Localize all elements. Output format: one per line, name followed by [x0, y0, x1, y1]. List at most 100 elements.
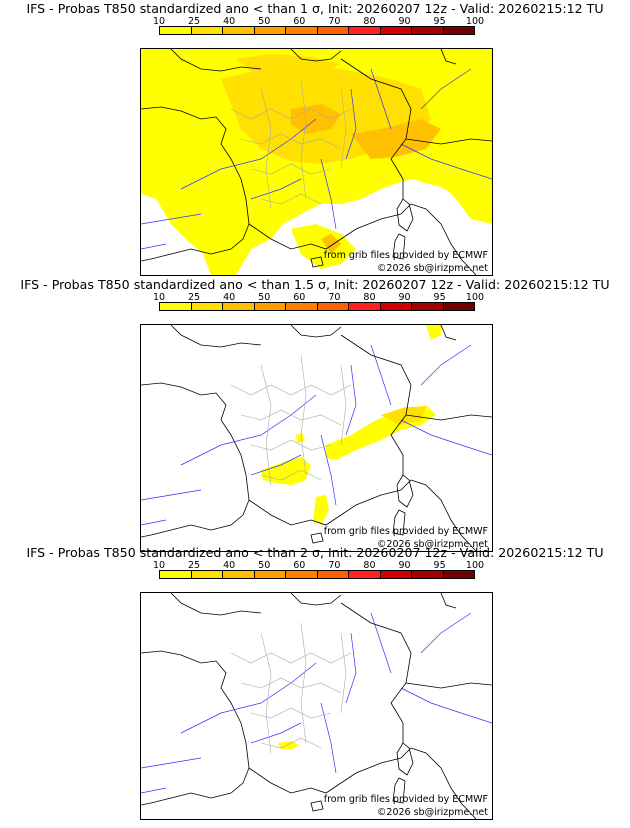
coastlines [141, 325, 477, 551]
probability-area-high [351, 119, 441, 159]
colorbar [159, 302, 475, 311]
colorbar-swatch [442, 571, 474, 578]
probability-area-low [176, 194, 231, 264]
forecast-panel-1sigma: IFS - Probas T850 standardized ano < tha… [0, 0, 630, 276]
colorbar-swatch [442, 27, 474, 34]
panel-title: IFS - Probas T850 standardized ano < tha… [26, 545, 604, 560]
colorbar-swatch [285, 27, 317, 34]
probability-map: from grib files provided by ECMWF ©2026 … [140, 48, 493, 276]
colorbar-tick: 50 [258, 560, 271, 571]
colorbar-swatch [348, 27, 380, 34]
colorbar-swatch [253, 571, 285, 578]
forecast-panel-1-5sigma: IFS - Probas T850 standardized ano < tha… [0, 276, 630, 552]
copyright-credit: ©2026 sb@irizpme.net [376, 807, 488, 818]
colorbar-swatch [253, 303, 285, 310]
probability-map: from grib files provided by ECMWF ©2026 … [140, 324, 493, 552]
colorbar-tick: 90 [398, 292, 411, 303]
colorbar-tick: 100 [465, 292, 485, 303]
probability-area-low [401, 169, 492, 224]
forecast-panel-2sigma: IFS - Probas T850 standardized ano < tha… [0, 544, 630, 820]
colorbar-swatch [316, 571, 348, 578]
colorbar-tick: 95 [433, 16, 446, 27]
colorbar-swatch [379, 571, 411, 578]
colorbar-swatch [442, 303, 474, 310]
colorbar-tick: 80 [363, 292, 376, 303]
rivers [141, 612, 492, 794]
colorbar-swatch [348, 571, 380, 578]
colorbar-swatch [348, 303, 380, 310]
colorbar-tick: 90 [398, 560, 411, 571]
probability-area-low [313, 495, 329, 525]
colorbar-tick: 60 [293, 560, 306, 571]
colorbar-tick: 95 [433, 292, 446, 303]
colorbar-swatch [253, 27, 285, 34]
colorbar-tick: 80 [363, 16, 376, 27]
probability-map: from grib files provided by ECMWF ©2026 … [140, 592, 493, 820]
colorbar-tick: 80 [363, 560, 376, 571]
colorbar-tick: 90 [398, 16, 411, 27]
colorbar-tick: 95 [433, 560, 446, 571]
panel-title: IFS - Probas T850 standardized ano < tha… [26, 1, 604, 16]
colorbar-swatch [160, 27, 191, 34]
probability-area-high [321, 234, 341, 254]
colorbar-swatch [411, 27, 443, 34]
colorbar-tick: 60 [293, 292, 306, 303]
colorbar-swatch [160, 571, 191, 578]
map-canvas [141, 593, 492, 819]
country-borders [340, 602, 492, 743]
probability-area-low [296, 433, 305, 443]
colorbar-tick: 70 [328, 16, 341, 27]
coastlines [141, 593, 477, 819]
colorbar-swatch [379, 27, 411, 34]
source-credit: from grib files provided by ECMWF [323, 794, 488, 805]
colorbar-tick: 40 [223, 560, 236, 571]
source-credit: from grib files provided by ECMWF [323, 250, 488, 261]
country-borders [340, 334, 492, 475]
colorbar-swatch [222, 303, 254, 310]
copyright-credit: ©2026 sb@irizpme.net [376, 263, 488, 274]
colorbar-swatch [160, 303, 191, 310]
colorbar-swatch [190, 571, 222, 578]
colorbar-tick: 10 [152, 16, 166, 27]
admin-borders [230, 78, 352, 210]
colorbar [159, 570, 475, 579]
colorbar-swatch [411, 571, 443, 578]
colorbar [159, 26, 475, 35]
map-canvas [141, 325, 492, 551]
coastlines [141, 49, 477, 275]
panel-title: IFS - Probas T850 standardized ano < tha… [20, 277, 610, 292]
admin-borders [230, 354, 352, 486]
colorbar-swatch [285, 303, 317, 310]
colorbar-tick: 25 [188, 292, 201, 303]
rivers [141, 68, 492, 250]
colorbar-swatch [190, 27, 222, 34]
probability-area-mid [236, 54, 341, 74]
colorbar-tick: 25 [188, 16, 201, 27]
copyright-credit: ©2026 sb@irizpme.net [376, 539, 488, 550]
source-credit: from grib files provided by ECMWF [323, 526, 488, 537]
colorbar-tick: 70 [328, 560, 341, 571]
probability-area-mid [381, 407, 426, 425]
colorbar-tick: 25 [188, 560, 201, 571]
colorbar-tick: 10 [152, 292, 166, 303]
colorbar-ticks: 10 25 40 50 60 70 80 90 95 100 [153, 560, 484, 571]
colorbar-swatch [316, 27, 348, 34]
colorbar-swatch [316, 303, 348, 310]
colorbar-swatch [222, 571, 254, 578]
colorbar-swatch [190, 303, 222, 310]
rivers [141, 344, 492, 526]
colorbar-ticks: 10 25 40 50 60 70 80 90 95 100 [153, 16, 484, 27]
country-borders [340, 58, 492, 199]
colorbar-swatch [222, 27, 254, 34]
colorbar-ticks: 10 25 40 50 60 70 80 90 95 100 [153, 292, 484, 303]
colorbar-tick: 50 [258, 16, 271, 27]
colorbar-swatch [379, 303, 411, 310]
colorbar-tick: 50 [258, 292, 271, 303]
probability-area-low [291, 224, 356, 269]
colorbar-tick: 40 [223, 292, 236, 303]
colorbar-tick: 100 [465, 560, 485, 571]
map-canvas [141, 49, 492, 275]
colorbar-swatch [285, 571, 317, 578]
colorbar-tick: 40 [223, 16, 236, 27]
colorbar-tick: 100 [465, 16, 485, 27]
